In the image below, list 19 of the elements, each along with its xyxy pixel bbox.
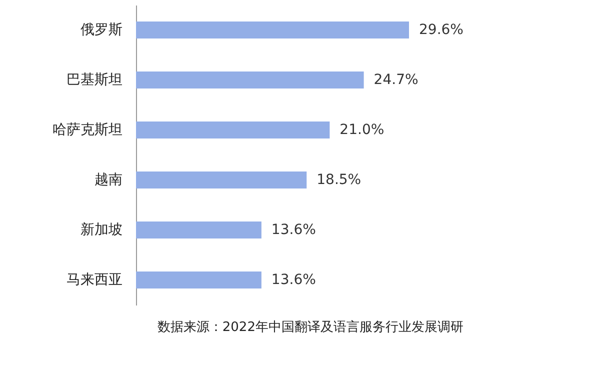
data-label: 13.6% bbox=[271, 222, 316, 238]
bar bbox=[136, 72, 364, 88]
data-label: 13.6% bbox=[271, 272, 316, 288]
bar bbox=[136, 272, 262, 288]
y-tick-label: 巴基斯坦 bbox=[66, 72, 122, 88]
y-tick-label: 马来西亚 bbox=[66, 272, 122, 288]
y-tick-label: 哈萨克斯坦 bbox=[52, 122, 122, 138]
y-tick-label: 新加坡 bbox=[80, 222, 122, 238]
data-label: 24.7% bbox=[374, 72, 418, 88]
source-note: 数据来源：2022年中国翻译及语言服务行业发展调研 bbox=[157, 319, 464, 335]
y-tick-label: 俄罗斯 bbox=[80, 22, 122, 38]
bar bbox=[136, 222, 262, 238]
bar bbox=[136, 22, 409, 38]
y-tick-label: 越南 bbox=[94, 172, 122, 188]
bar bbox=[136, 172, 307, 188]
data-label: 21.0% bbox=[340, 122, 384, 138]
data-label: 29.6% bbox=[419, 22, 464, 38]
bar bbox=[136, 122, 330, 138]
data-label: 18.5% bbox=[316, 172, 362, 188]
